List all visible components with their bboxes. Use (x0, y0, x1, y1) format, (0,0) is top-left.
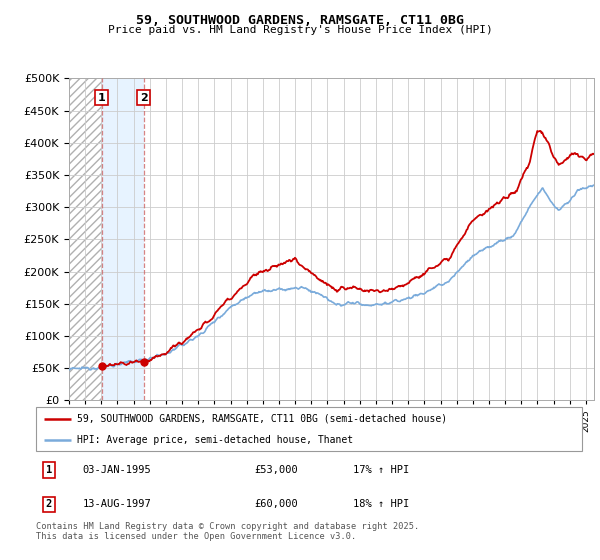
Text: 59, SOUTHWOOD GARDENS, RAMSGATE, CT11 0BG (semi-detached house): 59, SOUTHWOOD GARDENS, RAMSGATE, CT11 0B… (77, 414, 447, 424)
Bar (102, 78, 143, 400)
Text: Contains HM Land Registry data © Crown copyright and database right 2025.
This d: Contains HM Land Registry data © Crown c… (36, 522, 419, 542)
Text: 17% ↑ HPI: 17% ↑ HPI (353, 465, 409, 475)
Text: 1: 1 (46, 465, 52, 475)
Text: 59, SOUTHWOOD GARDENS, RAMSGATE, CT11 0BG: 59, SOUTHWOOD GARDENS, RAMSGATE, CT11 0B… (136, 14, 464, 27)
Text: 03-JAN-1995: 03-JAN-1995 (82, 465, 151, 475)
Text: £53,000: £53,000 (254, 465, 298, 475)
Text: 1: 1 (98, 93, 106, 102)
Text: 2: 2 (46, 500, 52, 510)
Bar (69, 78, 102, 400)
Text: 18% ↑ HPI: 18% ↑ HPI (353, 500, 409, 510)
Text: 13-AUG-1997: 13-AUG-1997 (82, 500, 151, 510)
FancyBboxPatch shape (36, 407, 582, 451)
Text: £60,000: £60,000 (254, 500, 298, 510)
Text: 2: 2 (140, 93, 148, 102)
Text: Price paid vs. HM Land Registry's House Price Index (HPI): Price paid vs. HM Land Registry's House … (107, 25, 493, 35)
Text: HPI: Average price, semi-detached house, Thanet: HPI: Average price, semi-detached house,… (77, 435, 353, 445)
